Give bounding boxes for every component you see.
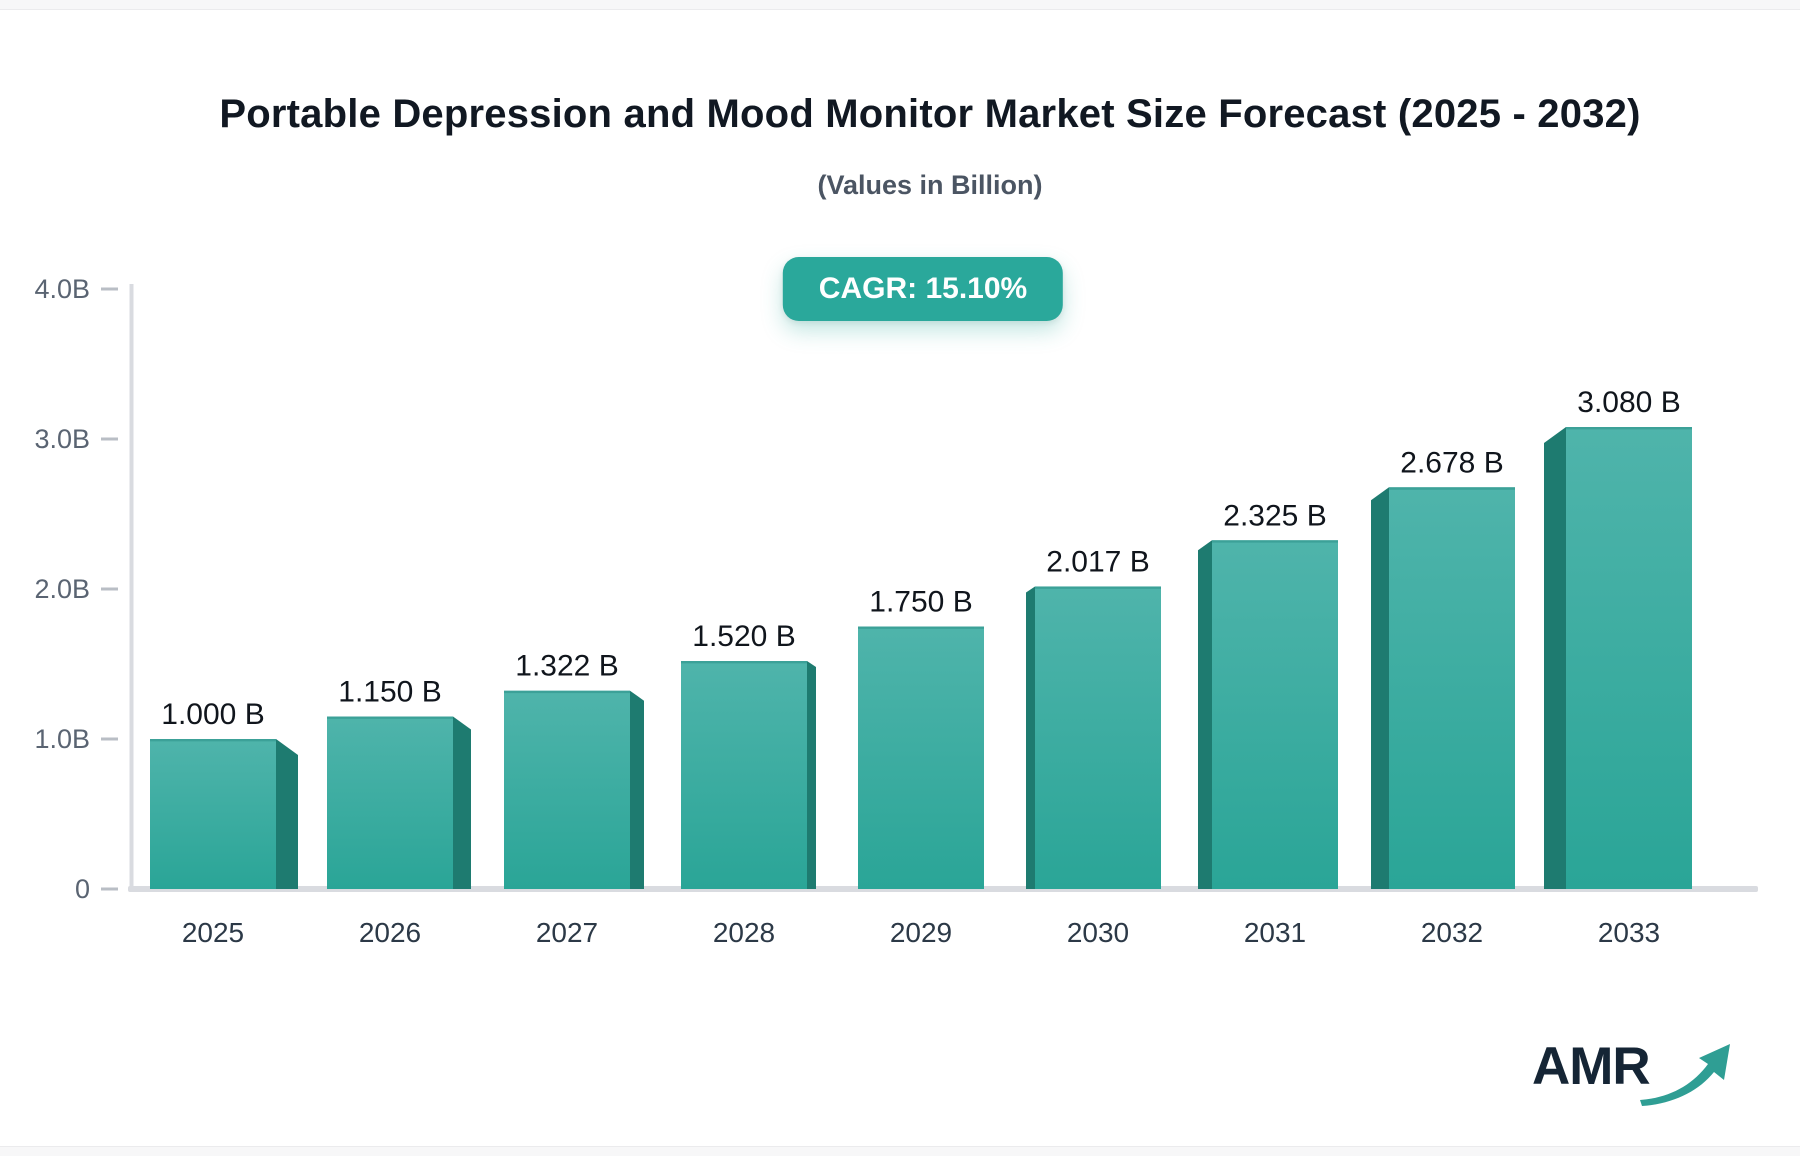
bar-side-face bbox=[1371, 487, 1389, 889]
y-tick-label: 1.0B bbox=[34, 724, 90, 754]
bar-side-face bbox=[1198, 540, 1212, 889]
bar-value-label: 1.000 B bbox=[161, 698, 264, 731]
x-category-label: 2030 bbox=[1067, 917, 1129, 948]
x-category-label: 2031 bbox=[1244, 917, 1306, 948]
bar-side-face bbox=[276, 739, 298, 889]
bar-2030 bbox=[1035, 586, 1161, 889]
bar-value-label: 1.322 B bbox=[515, 650, 618, 683]
chart-subtitle: (Values in Billion) bbox=[817, 170, 1043, 200]
y-tick-label: 3.0B bbox=[34, 424, 90, 454]
bar-2025 bbox=[150, 739, 276, 889]
y-tick-label: 4.0B bbox=[34, 274, 90, 304]
bar-2031 bbox=[1212, 540, 1338, 889]
bar-side-face bbox=[630, 690, 644, 889]
bar-value-label: 1.520 B bbox=[692, 620, 795, 653]
bar-side-face bbox=[1026, 586, 1035, 889]
bar-value-label: 2.678 B bbox=[1400, 446, 1503, 479]
y-tick-label: 0 bbox=[75, 874, 90, 904]
x-category-label: 2029 bbox=[890, 917, 952, 948]
bar-2028 bbox=[681, 661, 807, 889]
bar-2032 bbox=[1389, 487, 1515, 889]
bar-value-label: 1.750 B bbox=[869, 586, 972, 619]
x-category-label: 2026 bbox=[359, 917, 421, 948]
chart-title: Portable Depression and Mood Monitor Mar… bbox=[219, 92, 1641, 136]
bar-side-face bbox=[807, 661, 816, 889]
bar-side-face bbox=[1544, 427, 1566, 889]
bar-side-face bbox=[453, 716, 471, 889]
bar-2033 bbox=[1566, 427, 1692, 889]
y-tick-label: 2.0B bbox=[34, 574, 90, 604]
bar-2026 bbox=[327, 716, 453, 889]
brand-logo: AMR bbox=[1532, 1040, 1732, 1106]
page-bottom-edge bbox=[0, 1146, 1800, 1156]
bar-value-label: 3.080 B bbox=[1577, 386, 1680, 419]
bar-2027 bbox=[504, 690, 630, 889]
bar-value-label: 2.325 B bbox=[1223, 499, 1326, 532]
page-top-edge bbox=[0, 0, 1800, 10]
cagr-badge: CAGR: 15.10% bbox=[782, 257, 1064, 321]
x-category-label: 2028 bbox=[713, 917, 775, 948]
x-category-label: 2033 bbox=[1598, 917, 1660, 948]
bar-value-label: 1.150 B bbox=[338, 676, 441, 709]
x-category-label: 2025 bbox=[182, 917, 244, 948]
x-category-label: 2032 bbox=[1421, 917, 1483, 948]
brand-logo-text: AMR bbox=[1532, 1037, 1651, 1096]
growth-arrow-icon bbox=[1639, 1044, 1730, 1106]
bar-2029 bbox=[858, 626, 984, 889]
x-category-label: 2027 bbox=[536, 917, 598, 948]
bar-value-label: 2.017 B bbox=[1046, 545, 1149, 578]
